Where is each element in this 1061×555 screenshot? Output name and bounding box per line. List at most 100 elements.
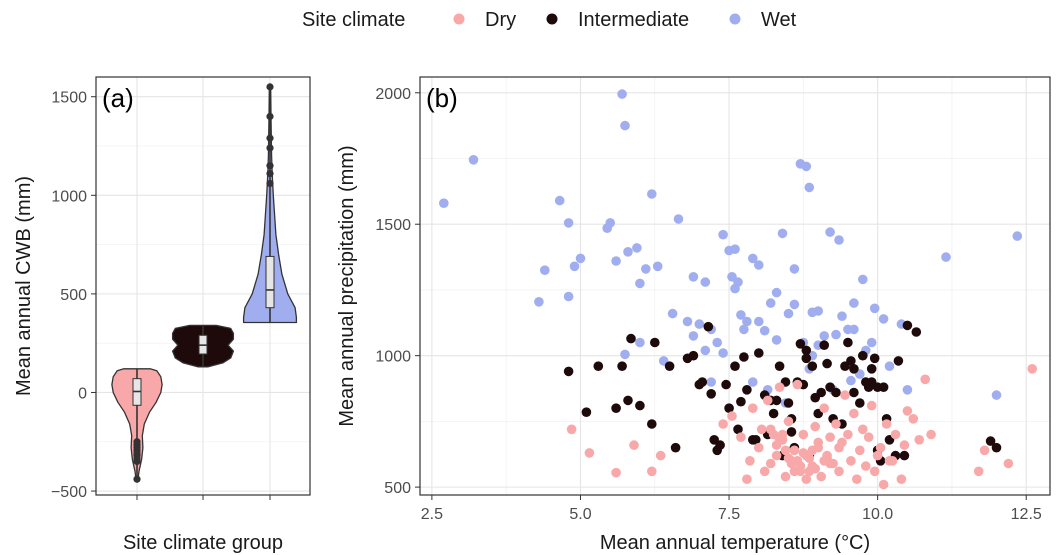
point-intermediate: [893, 356, 904, 366]
panel-b-points: [439, 89, 1037, 490]
point-dry: [908, 414, 919, 424]
point-intermediate: [626, 333, 636, 344]
point-wet: [563, 291, 574, 302]
outlier-point: [133, 457, 141, 466]
point-wet: [813, 306, 823, 316]
point-intermediate: [664, 361, 675, 372]
point-dry: [840, 390, 850, 400]
series-wet: [439, 89, 1023, 408]
point-wet: [878, 314, 889, 324]
point-dry: [780, 471, 791, 482]
legend-label-wet: Wet: [761, 9, 797, 31]
point-dry: [810, 421, 820, 432]
point-dry: [718, 419, 728, 429]
point-wet: [635, 337, 645, 348]
point-wet: [632, 243, 642, 253]
point-intermediate: [623, 395, 633, 406]
point-wet: [825, 227, 835, 237]
point-dry: [647, 466, 657, 477]
point-dry: [745, 456, 755, 466]
x-tick-label: 7.5: [718, 506, 740, 523]
point-intermediate: [869, 353, 880, 364]
point-wet: [804, 182, 815, 193]
point-intermediate: [706, 389, 716, 399]
point-wet: [667, 308, 678, 319]
legend-title: Site climate: [302, 9, 405, 31]
point-wet: [620, 349, 630, 360]
point-wet: [623, 247, 633, 257]
panel-a-axes: −500 0 500 1000 1500: [51, 90, 271, 501]
point-wet: [736, 310, 746, 320]
point-wet: [941, 252, 951, 262]
point-wet: [569, 261, 580, 272]
point-intermediate: [581, 407, 592, 418]
point-dry: [1027, 364, 1037, 374]
point-wet: [801, 161, 812, 172]
point-intermediate: [902, 320, 913, 331]
point-dry: [863, 432, 874, 443]
point-intermediate: [774, 361, 785, 372]
point-wet: [777, 228, 788, 239]
point-wet: [866, 337, 877, 348]
panel-b-label: (b): [426, 83, 458, 113]
point-dry: [759, 466, 770, 477]
iqr-box-wet: [265, 255, 275, 309]
point-intermediate: [822, 358, 832, 369]
x-tick-label: 2.5: [421, 506, 443, 523]
point-dry: [869, 466, 880, 477]
x-tick-label: 5.0: [569, 506, 591, 523]
point-dry: [819, 403, 829, 414]
point-wet: [706, 377, 716, 387]
point-wet: [563, 218, 574, 228]
legend-swatch-dry: [453, 13, 465, 25]
point-intermediate: [697, 377, 708, 387]
point-wet: [554, 195, 565, 206]
point-dry: [973, 466, 984, 477]
point-intermediate: [721, 379, 731, 390]
point-dry: [920, 374, 930, 385]
y-tick-label: 1500: [375, 217, 411, 234]
point-intermediate: [849, 364, 859, 374]
y-tick-label: 1000: [375, 349, 411, 366]
point-wet: [869, 303, 880, 314]
point-dry: [611, 467, 621, 478]
point-intermediate: [563, 366, 574, 377]
point-dry: [584, 448, 595, 458]
y-tick-label: 1000: [51, 188, 87, 205]
series-dry: [566, 364, 1037, 490]
point-dry: [875, 442, 886, 453]
point-intermediate: [783, 398, 794, 408]
point-wet: [647, 189, 657, 199]
point-dry: [774, 435, 785, 445]
point-wet: [789, 299, 800, 310]
point-dry: [765, 458, 776, 469]
point-intermediate: [635, 400, 645, 411]
point-intermediate: [819, 340, 829, 351]
point-wet: [605, 218, 615, 228]
point-dry: [771, 450, 782, 461]
point-wet: [694, 319, 705, 329]
y-tick-label: 500: [384, 480, 411, 497]
point-dry: [843, 429, 853, 440]
y-tick-label: 0: [78, 385, 87, 402]
y-tick-label: −500: [51, 484, 87, 501]
legend-swatch-intermediate: [546, 13, 558, 25]
point-dry: [1003, 458, 1014, 469]
point-wet: [652, 261, 663, 272]
point-wet: [439, 198, 449, 208]
point-dry: [834, 466, 844, 477]
point-wet: [635, 278, 645, 289]
point-dry: [754, 442, 764, 453]
panel-a-y-title: Mean annual CWB (mm): [13, 176, 35, 396]
point-wet: [534, 297, 544, 307]
y-tick-label: 1500: [51, 90, 87, 107]
panel-b-y-title: Mean annual precipitation (mm): [336, 145, 358, 426]
point-wet: [575, 253, 586, 264]
point-dry: [846, 456, 856, 466]
point-intermediate: [801, 345, 812, 356]
point-dry: [655, 450, 666, 461]
x-tick-label: 10.0: [862, 506, 893, 523]
panel-b-axes: 500 1000 1500 2000 2.5 5.0 7.5 10.0 12.5: [375, 86, 1041, 523]
outlier-point: [266, 144, 274, 152]
